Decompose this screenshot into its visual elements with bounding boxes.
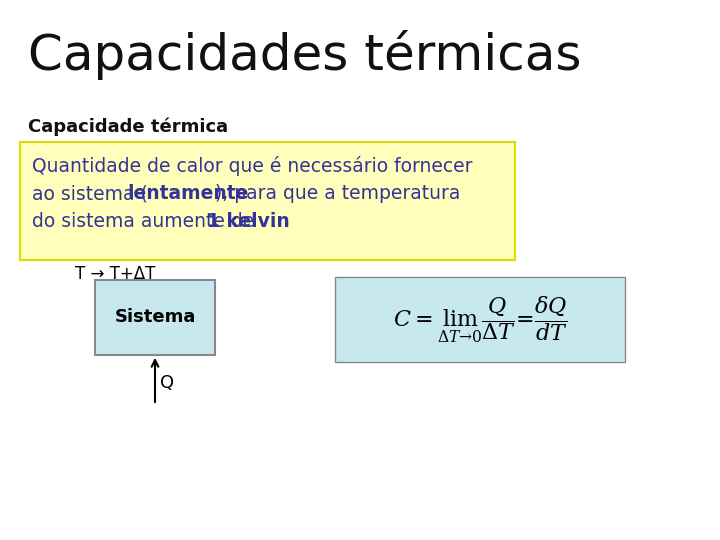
Text: $\mathit{C} = \lim_{\Delta T \to 0} \dfrac{Q}{\Delta T} = \dfrac{\delta Q}{dT}$: $\mathit{C} = \lim_{\Delta T \to 0} \dfr… (392, 294, 567, 345)
Text: 1 kelvin: 1 kelvin (207, 212, 289, 231)
Bar (20, 142, 515, 260)
Text: Quantidade de calor que é necessário fornecer: Quantidade de calor que é necessário for… (32, 156, 472, 176)
Text: do sistema aumente de: do sistema aumente de (32, 212, 260, 231)
Text: Sistema: Sistema (114, 308, 196, 327)
Text: ao sistema (: ao sistema ( (32, 184, 148, 203)
Text: Capacidades térmicas: Capacidades térmicas (28, 30, 582, 80)
Text: Q: Q (160, 374, 174, 392)
Text: ), para que a temperatura: ), para que a temperatura (215, 184, 460, 203)
Text: T → T+ΔT: T → T+ΔT (75, 265, 156, 283)
Text: lentamente: lentamente (127, 184, 248, 203)
Text: .: . (271, 212, 277, 231)
Bar (335, 277, 625, 362)
Bar (95, 280, 215, 355)
Text: Capacidade térmica: Capacidade térmica (28, 118, 228, 137)
